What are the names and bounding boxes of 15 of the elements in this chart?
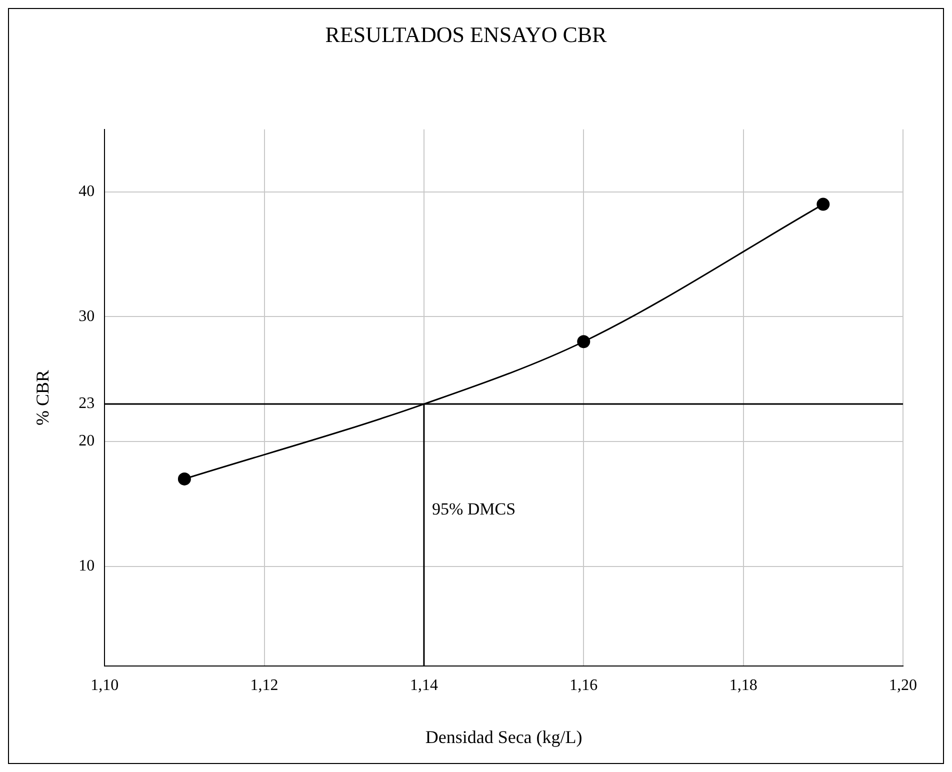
y-tick-label: 23 (78, 395, 95, 412)
y-tick-label: 20 (78, 432, 95, 450)
x-tick-label: 1,18 (729, 677, 758, 694)
x-tick-label: 1,10 (90, 677, 119, 694)
annotation: 95% DMCS (432, 500, 516, 519)
x-tick-label: 1,16 (570, 677, 598, 694)
y-tick-label: 10 (78, 558, 95, 575)
x-axis-title: Densidad Seca (kg/L) (425, 726, 582, 747)
x-tick-label: 1,12 (250, 677, 278, 694)
y-tick-label: 40 (78, 183, 95, 200)
y-axis-title: % CBR (32, 370, 53, 426)
x-tick-label: 1,14 (410, 677, 438, 694)
y-tick-label: 30 (78, 308, 95, 325)
x-tick-label: 1,20 (889, 677, 917, 694)
chart-title: RESULTADOS ENSAYO CBR (325, 22, 608, 47)
